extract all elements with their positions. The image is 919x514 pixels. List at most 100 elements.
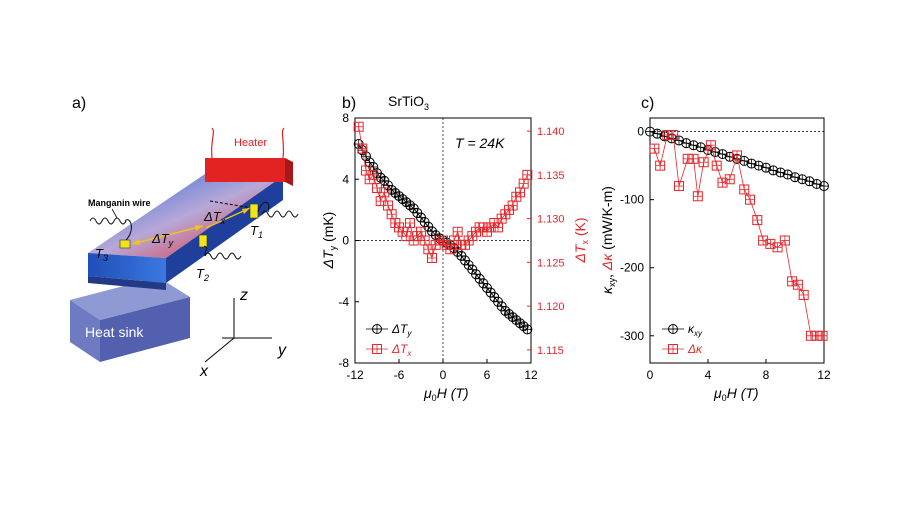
y-left-tick-label: 4 — [342, 172, 349, 186]
delta-ty-label: ΔTy — [151, 231, 174, 248]
wire-coil-t3 — [89, 217, 127, 225]
data-point — [655, 160, 666, 171]
contact-t3 — [119, 239, 131, 249]
t1-label: T1 — [250, 223, 263, 240]
axis-z-label: z — [239, 287, 248, 304]
legend-marker-dtx — [372, 344, 382, 354]
data-point — [787, 276, 798, 287]
delta-ty-arrow — [131, 225, 204, 245]
y-left-tick-label: -8 — [338, 356, 349, 370]
axis-x-label: x — [199, 363, 209, 380]
contact-t2 — [198, 234, 208, 248]
panel-a-schematic: a) Heat sink Heater — [70, 95, 299, 380]
data-point — [695, 142, 706, 153]
heat-sink-label: Heat sink — [85, 324, 144, 340]
panel-c-xlabel: μ0H (T) — [713, 385, 759, 403]
manganin-wire-pointer — [111, 208, 118, 219]
t2-label: T2 — [196, 266, 209, 283]
panel-c-marks — [645, 126, 829, 341]
data-point — [782, 169, 793, 180]
wire-lead-t1 — [257, 201, 270, 213]
panel-b-marks — [353, 121, 533, 335]
sample-bar-side — [166, 176, 283, 283]
data-point — [732, 150, 742, 161]
data-point — [674, 135, 684, 146]
wire-coil-t2 — [204, 252, 242, 260]
panel-b-annotation: T = 24K — [455, 135, 505, 151]
legend-marker-dk — [668, 344, 678, 354]
legend-dty: ΔTy — [391, 322, 412, 338]
data-point — [752, 215, 763, 226]
panel-b-ticks: -12 -6 0 6 12 8 4 0 -4 -8 1.140 1.135 1.130 1.125 1.12… — [338, 111, 564, 382]
sample-bar-front — [88, 253, 166, 283]
x-tick-label: 12 — [524, 368, 538, 382]
panel-c-ylabel: κxy, Δκ (mW/K-m) — [599, 186, 617, 294]
data-point — [353, 121, 364, 132]
legend-delta-kappa: Δκ — [687, 342, 703, 356]
data-point — [698, 157, 709, 168]
y-right-tick-label: 1.135 — [537, 170, 565, 182]
delta-ty-arrowhead-right — [195, 225, 203, 231]
data-point — [739, 155, 750, 166]
data-point — [357, 143, 368, 154]
delta-ty-arrowhead-left — [132, 239, 140, 245]
y-left-tick-label: 8 — [342, 111, 349, 125]
panel-c-chart: c) 0 4 8 12 0 -100 -200 -300 μ0H (T) κxy, Δκ (m… — [599, 95, 831, 403]
wire-coil-t1 — [261, 210, 299, 218]
axis-x-line — [204, 337, 235, 363]
data-point — [522, 324, 533, 335]
legend-marker-kxy — [668, 324, 678, 334]
data-point — [724, 151, 735, 162]
y-tick-label: 0 — [637, 125, 644, 139]
y-tick-label: -200 — [620, 261, 644, 275]
heater-lead-right — [281, 127, 285, 159]
data-point — [739, 184, 750, 195]
data-point — [427, 226, 437, 237]
data-point — [652, 128, 663, 139]
data-point — [817, 330, 828, 341]
heat-sink-side — [70, 300, 100, 362]
y-tick-label: -100 — [620, 193, 644, 207]
y-tick-label: -300 — [620, 329, 644, 343]
data-point — [405, 218, 415, 228]
data-point — [452, 226, 463, 237]
t3-label: T3 — [95, 246, 108, 263]
data-point — [379, 187, 390, 198]
delta-tx-arrow — [205, 207, 251, 229]
manganin-wire-label: Manganin wire — [88, 198, 151, 208]
data-point — [772, 242, 783, 253]
x-tick-label: -12 — [346, 368, 364, 382]
data-point — [692, 191, 703, 202]
data-point — [668, 130, 679, 141]
heater-label: Heater — [234, 137, 267, 149]
series-line-1 — [653, 134, 823, 337]
panel-c-frame — [649, 117, 825, 364]
data-point — [705, 140, 716, 151]
y-left-tick-label: -4 — [338, 295, 349, 309]
panel-b-ylabel-left: ΔTy (mK) — [320, 212, 338, 270]
delta-tx-label: ΔTx — [203, 209, 226, 226]
sample-bar-base — [88, 276, 166, 290]
data-point — [522, 169, 533, 180]
heater-lead-left — [210, 127, 215, 159]
wire-lead-t3 — [124, 219, 132, 241]
data-point — [386, 209, 397, 220]
data-point — [779, 235, 790, 246]
y-right-tick-label: 1.125 — [537, 257, 565, 269]
panel-b-legend: ΔTy ΔTx — [366, 322, 412, 358]
panel-b-chart: b) SrTiO3 T = 24K -12 -6 0 6 12 8 4 0 -4 -8 1.140 1… — [320, 93, 590, 403]
panel-c-label: c) — [641, 95, 654, 112]
y-right-tick-label: 1.130 — [537, 214, 565, 226]
data-point — [688, 153, 699, 164]
heat-sink-front — [100, 297, 190, 362]
x-tick-label: -6 — [394, 368, 405, 382]
legend-kappa-xy: κxy — [688, 322, 703, 338]
data-point — [745, 194, 756, 205]
delta-tx-arrowhead — [242, 208, 250, 214]
x-tick-label: 12 — [817, 368, 831, 382]
y-right-tick-label: 1.140 — [537, 126, 565, 138]
y-right-tick-label: 1.120 — [537, 301, 565, 313]
data-point — [804, 176, 815, 187]
data-point — [798, 289, 809, 300]
data-point — [775, 167, 786, 178]
